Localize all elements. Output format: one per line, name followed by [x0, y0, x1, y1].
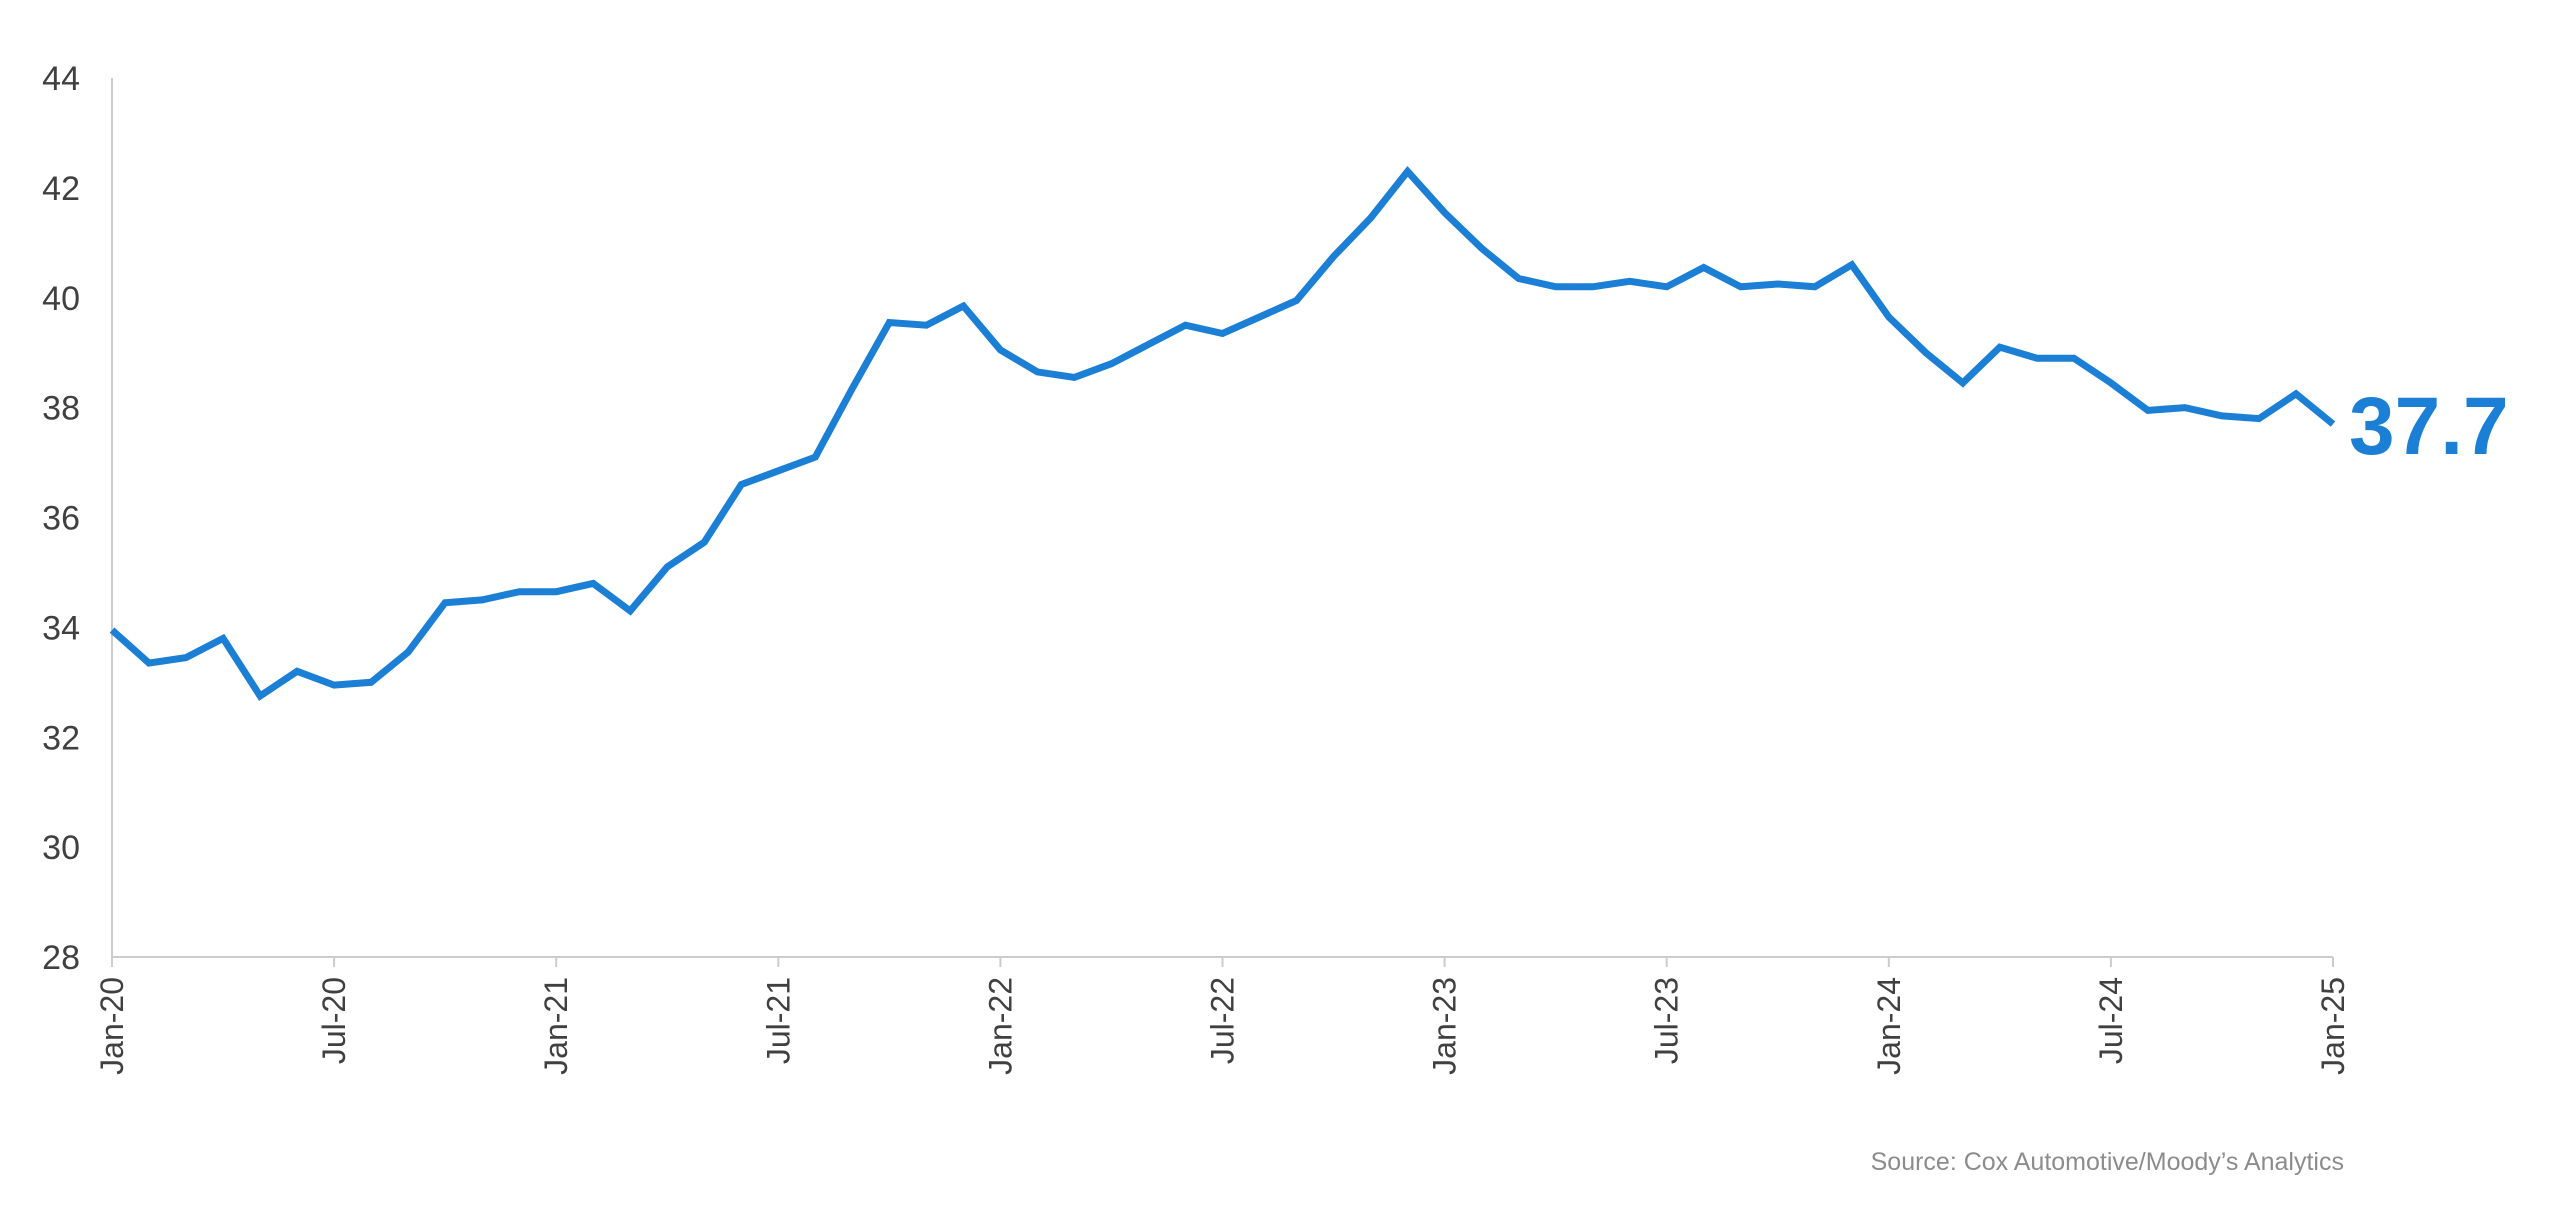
x-tick-label: Jul-23 [1649, 977, 1685, 1064]
series-line [109, 165, 2336, 701]
y-tick-label: 28 [42, 939, 80, 977]
x-tick-label: Jan-24 [1871, 977, 1907, 1075]
x-tick-label: Jul-24 [2093, 977, 2129, 1064]
source-note: Source: Cox Automotive/Moody’s Analytics [1870, 1148, 2344, 1176]
y-tick-label: 42 [42, 170, 80, 208]
x-tick-label: Jul-20 [316, 977, 352, 1064]
x-tick-label: Jul-21 [760, 977, 796, 1064]
y-tick-label: 44 [42, 60, 80, 98]
y-tick-label: 36 [42, 500, 80, 538]
end-value-label: 37.7 [2349, 381, 2509, 472]
y-tick-label: 32 [42, 719, 80, 757]
x-tick-label: Jan-23 [1427, 977, 1463, 1075]
y-tick-label: 30 [42, 829, 80, 867]
y-tick-label: 38 [42, 390, 80, 428]
x-tick-label: Jul-22 [1205, 977, 1241, 1064]
y-tick-label: 40 [42, 280, 80, 318]
x-tick-label: Jan-22 [982, 977, 1018, 1075]
x-tick-label: Jan-21 [538, 977, 574, 1075]
y-tick-label: 34 [42, 609, 80, 647]
x-tick-label: Jan-20 [94, 977, 130, 1075]
x-tick-label: Jan-25 [2315, 977, 2351, 1075]
